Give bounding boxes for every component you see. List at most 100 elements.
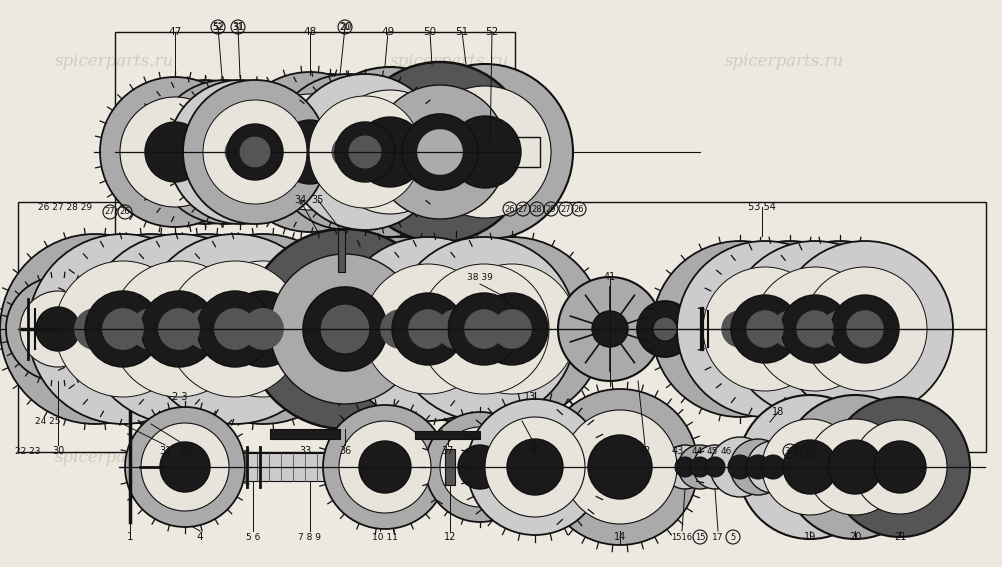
Text: 17: 17 bbox=[711, 532, 723, 541]
Text: 1: 1 bbox=[126, 532, 133, 542]
Bar bbox=[445, 449, 455, 485]
Circle shape bbox=[852, 420, 946, 514]
Circle shape bbox=[111, 261, 246, 397]
Circle shape bbox=[239, 137, 271, 167]
Text: 36: 36 bbox=[339, 446, 351, 456]
Circle shape bbox=[745, 310, 783, 348]
Circle shape bbox=[778, 267, 901, 391]
Circle shape bbox=[141, 291, 216, 367]
Circle shape bbox=[761, 455, 785, 479]
Circle shape bbox=[806, 295, 873, 363]
Text: 10 11: 10 11 bbox=[372, 532, 398, 541]
Text: 30: 30 bbox=[52, 446, 64, 456]
Circle shape bbox=[464, 309, 503, 349]
Text: 14: 14 bbox=[613, 532, 625, 542]
Circle shape bbox=[420, 237, 603, 421]
Bar bbox=[18, 202, 985, 452]
Text: 52: 52 bbox=[485, 27, 498, 37]
Circle shape bbox=[125, 407, 244, 527]
Circle shape bbox=[229, 72, 390, 232]
Circle shape bbox=[270, 74, 426, 230]
Circle shape bbox=[160, 442, 209, 492]
Circle shape bbox=[196, 291, 273, 367]
Circle shape bbox=[727, 455, 752, 479]
Text: 20: 20 bbox=[848, 532, 861, 542]
Circle shape bbox=[737, 395, 881, 539]
Circle shape bbox=[139, 261, 275, 397]
Bar bbox=[415, 431, 480, 439]
Circle shape bbox=[209, 137, 240, 167]
Text: 15: 15 bbox=[694, 532, 704, 541]
Circle shape bbox=[449, 116, 520, 188]
Text: 19: 19 bbox=[803, 532, 816, 542]
Circle shape bbox=[167, 80, 312, 224]
Text: 26 27 28 29: 26 27 28 29 bbox=[38, 202, 92, 211]
Circle shape bbox=[745, 455, 770, 479]
Circle shape bbox=[692, 445, 736, 489]
Circle shape bbox=[355, 117, 425, 187]
Text: spicerparts.ru: spicerparts.ru bbox=[390, 243, 509, 260]
Circle shape bbox=[677, 267, 802, 391]
Bar bbox=[338, 230, 345, 272]
Circle shape bbox=[777, 241, 952, 417]
Circle shape bbox=[821, 310, 858, 348]
Circle shape bbox=[662, 445, 706, 489]
Circle shape bbox=[419, 264, 548, 394]
Circle shape bbox=[392, 237, 575, 421]
Circle shape bbox=[328, 90, 452, 214]
Circle shape bbox=[447, 264, 576, 394]
Text: 7 8 9: 7 8 9 bbox=[299, 532, 322, 541]
Text: 22 23: 22 23 bbox=[15, 446, 41, 455]
Circle shape bbox=[651, 241, 828, 417]
Circle shape bbox=[335, 264, 465, 394]
Circle shape bbox=[314, 136, 346, 168]
Text: 5 6: 5 6 bbox=[245, 532, 260, 541]
Circle shape bbox=[194, 261, 331, 397]
Circle shape bbox=[467, 399, 602, 535]
Circle shape bbox=[436, 309, 475, 349]
Circle shape bbox=[130, 308, 171, 350]
Circle shape bbox=[348, 136, 381, 168]
Text: 53 54: 53 54 bbox=[747, 202, 776, 212]
Circle shape bbox=[783, 395, 926, 539]
Circle shape bbox=[562, 410, 676, 524]
Circle shape bbox=[336, 237, 519, 421]
Circle shape bbox=[287, 74, 443, 230]
Circle shape bbox=[187, 100, 292, 204]
Bar bbox=[115, 32, 514, 277]
Circle shape bbox=[419, 86, 550, 218]
Text: 13: 13 bbox=[523, 392, 536, 402]
Text: 45: 45 bbox=[705, 446, 717, 455]
Circle shape bbox=[476, 293, 547, 365]
Circle shape bbox=[350, 62, 529, 242]
Text: 52: 52 bbox=[211, 22, 224, 32]
Circle shape bbox=[402, 114, 478, 190]
Circle shape bbox=[752, 241, 927, 417]
Text: 20: 20 bbox=[340, 23, 350, 32]
Circle shape bbox=[6, 277, 110, 381]
Circle shape bbox=[720, 310, 758, 348]
Circle shape bbox=[36, 307, 80, 351]
Circle shape bbox=[746, 441, 799, 493]
Circle shape bbox=[158, 308, 199, 350]
Text: 31: 31 bbox=[158, 446, 171, 456]
Circle shape bbox=[803, 267, 926, 391]
Circle shape bbox=[587, 435, 651, 499]
Circle shape bbox=[676, 241, 852, 417]
Circle shape bbox=[689, 457, 709, 477]
Circle shape bbox=[704, 457, 724, 477]
Text: 20: 20 bbox=[339, 22, 351, 32]
Circle shape bbox=[196, 124, 253, 180]
Circle shape bbox=[252, 94, 368, 210]
Text: 35: 35 bbox=[312, 195, 324, 205]
Circle shape bbox=[771, 310, 808, 348]
Text: 24 25: 24 25 bbox=[35, 417, 61, 426]
Circle shape bbox=[278, 120, 342, 184]
Text: 43: 43 bbox=[671, 446, 683, 456]
Text: 31: 31 bbox=[231, 22, 243, 32]
Circle shape bbox=[252, 74, 408, 230]
Circle shape bbox=[701, 241, 877, 417]
Circle shape bbox=[308, 237, 492, 421]
Text: 38 39: 38 39 bbox=[467, 273, 492, 281]
Circle shape bbox=[27, 261, 163, 397]
